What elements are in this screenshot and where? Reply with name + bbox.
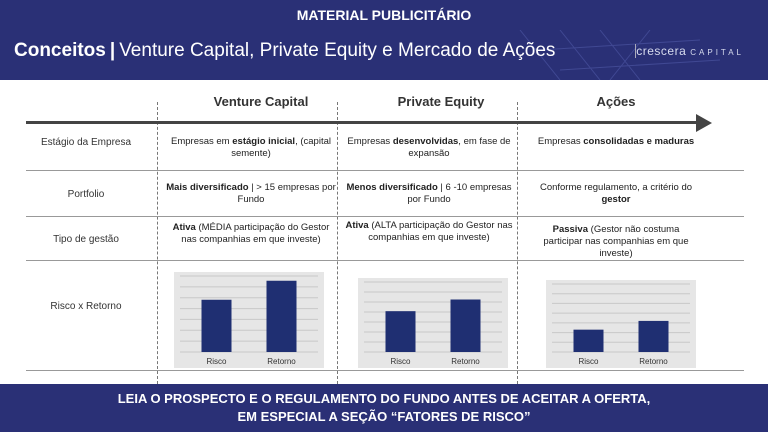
page-title: Conceitos | Venture Capital, Private Equit… [14,40,555,62]
cell-vc-portfolio: Mais diversificado | > 15 empresas por F… [166,182,336,205]
top-banner: MATERIAL PUBLICITÁRIO [0,0,768,30]
chart-acoes: Risco Retorno [546,280,696,368]
cell-vc-estagio: Empresas em estágio inicial, (capital se… [171,136,331,159]
tick-label-retorno: Retorno [639,357,668,366]
cell-pe-portfolio: Menos diversificado | 6 -10 empresas por… [346,182,512,205]
column-divider [337,102,338,384]
tick-label-risco: Risco [206,357,227,366]
logo-sub: CAPITAL [690,48,744,57]
row-divider [26,260,744,261]
row-label-risco-retorno: Risco x Retorno [50,301,122,312]
progression-arrow [26,121,698,124]
cell-acoes-gestao: Passiva (Gestor não costuma participar n… [543,224,689,259]
comparison-slide: Venture Capital Private Equity Ações Est… [16,80,752,384]
cell-vc-gestao: Ativa (MÉDIA participação do Gestor nas … [172,222,330,245]
row-divider [26,370,744,371]
row-divider [26,216,744,217]
bar-risco [573,329,604,352]
column-header-venture-capital: Venture Capital [213,94,309,109]
row-label-portfolio: Portfolio [67,189,105,200]
tick-label-retorno: Retorno [451,357,480,366]
tick-label-risco: Risco [390,357,411,366]
cell-pe-gestao: Ativa (ALTA participação do Gestor nas c… [345,220,513,243]
bar-retorno [450,299,481,352]
disclaimer-banner: LEIA O PROSPECTO E O REGULAMENTO DO FUND… [0,384,768,432]
cell-pe-estagio: Empresas desenvolvidas, em fase de expan… [347,136,511,159]
bar-risco [201,299,232,352]
cell-acoes-portfolio: Conforme regulamento, a critério do gest… [539,182,693,205]
column-divider [517,102,518,384]
tick-label-risco: Risco [578,357,599,366]
bar-chart-svg: Risco Retorno [552,283,690,366]
tick-label-retorno: Retorno [267,357,296,366]
header-decoration [519,30,721,80]
bar-retorno [638,320,669,352]
logo-main: crescera [636,44,687,58]
arrow-head-icon [696,114,712,132]
bar-chart-svg: Risco Retorno [364,281,502,366]
title-bold: Conceitos [14,40,106,61]
title-separator: | [109,40,116,61]
bar-risco [385,311,416,352]
cell-acoes-estagio: Empresas consolidadas e maduras [537,136,695,147]
title-rest: Venture Capital, Private Equity e Mercad… [119,40,556,61]
column-header-acoes: Ações [596,94,636,109]
column-divider [157,102,158,384]
disclaimer-line-1: LEIA O PROSPECTO E O REGULAMENTO DO FUND… [117,391,651,406]
row-label-estagio: Estágio da Empresa [40,137,132,148]
bar-chart-svg: Risco Retorno [180,275,318,366]
chart-private-equity: Risco Retorno [358,278,508,368]
chart-venture-capital: Risco Retorno [174,272,324,368]
row-divider [26,170,744,171]
disclaimer-line-2: EM ESPECIAL A SEÇÃO “FATORES DE RISCO” [237,409,531,424]
header: Conceitos | Venture Capital, Private Equit… [0,30,768,80]
column-header-private-equity: Private Equity [397,94,485,109]
bar-retorno [266,280,297,352]
brand-logo: crescera CAPITAL [635,44,744,58]
row-label-gestao: Tipo de gestão [53,234,119,245]
